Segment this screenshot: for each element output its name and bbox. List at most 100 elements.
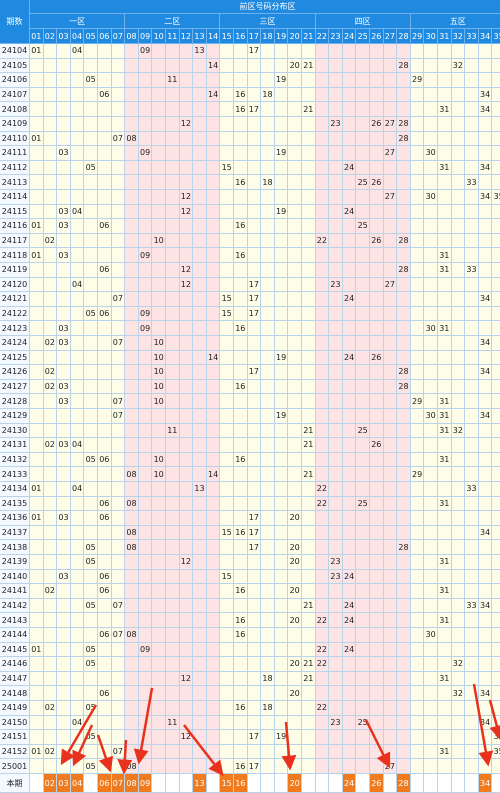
empty-cell — [288, 146, 302, 161]
empty-cell — [451, 131, 466, 147]
period-cell: 24145 — [0, 642, 30, 658]
empty-cell — [410, 306, 425, 322]
empty-cell — [370, 701, 384, 716]
current-number: 08 — [125, 774, 139, 793]
empty-cell — [84, 277, 98, 293]
empty-cell — [383, 744, 398, 760]
empty-cell — [274, 117, 289, 132]
empty-cell — [274, 233, 289, 249]
empty-cell — [179, 102, 194, 117]
empty-cell — [465, 160, 479, 176]
empty-cell — [424, 233, 438, 249]
number-cell: 11 — [166, 423, 180, 439]
empty-cell — [274, 686, 289, 701]
number-cell: 03 — [57, 569, 71, 585]
period-cell: 24139 — [0, 555, 30, 570]
empty-cell — [397, 438, 411, 453]
period-cell: 25001 — [0, 759, 30, 774]
empty-cell — [451, 321, 466, 336]
empty-cell — [478, 701, 493, 716]
empty-cell — [356, 759, 370, 774]
empty-cell — [329, 204, 343, 220]
empty-cell — [166, 87, 180, 103]
empty-cell — [166, 102, 180, 117]
empty-cell — [492, 613, 500, 628]
empty-cell — [193, 131, 207, 147]
empty-cell — [424, 336, 438, 351]
empty-cell — [410, 146, 425, 161]
empty-cell — [152, 73, 166, 88]
empty-cell — [397, 44, 411, 59]
empty-cell — [329, 87, 343, 103]
empty-cell — [125, 482, 139, 497]
empty-cell — [220, 628, 234, 643]
empty-cell — [30, 525, 44, 541]
empty-cell — [166, 730, 180, 745]
number-cell: 29 — [410, 394, 425, 409]
empty-cell — [70, 190, 85, 205]
empty-cell — [370, 511, 384, 526]
empty-cell — [152, 190, 166, 205]
empty-cell — [43, 730, 58, 745]
empty-cell — [397, 146, 411, 161]
empty-cell — [111, 423, 126, 439]
empty-cell — [84, 569, 98, 585]
empty-cell — [206, 438, 221, 453]
number-cell: 16 — [234, 248, 248, 263]
empty-cell — [492, 715, 500, 731]
empty-cell — [247, 336, 262, 351]
empty-cell — [261, 306, 275, 322]
empty-cell — [370, 409, 384, 424]
empty-cell — [342, 555, 357, 570]
empty-cell — [179, 482, 194, 497]
number-cell: 03 — [57, 204, 71, 220]
period-cell: 24134 — [0, 482, 30, 497]
empty-cell — [206, 73, 221, 88]
empty-cell — [451, 613, 466, 628]
empty-cell — [70, 117, 85, 132]
empty-cell — [288, 628, 302, 643]
empty-cell — [111, 482, 126, 497]
empty-cell — [424, 686, 438, 701]
number-cell: 21 — [302, 467, 316, 482]
empty-cell — [356, 555, 370, 570]
empty-cell — [370, 744, 384, 760]
empty-cell — [125, 117, 139, 132]
empty-cell — [220, 452, 234, 468]
empty-cell — [247, 642, 262, 658]
empty-cell — [383, 175, 398, 190]
number-cell: 20 — [288, 613, 302, 628]
empty-cell — [220, 350, 234, 366]
empty-cell — [261, 438, 275, 453]
number-header: 08 — [125, 29, 139, 44]
empty-cell — [274, 744, 289, 760]
empty-cell — [234, 467, 248, 482]
number-cell: 06 — [98, 569, 112, 585]
number-cell: 06 — [98, 87, 112, 103]
empty-cell — [98, 248, 112, 263]
empty-cell — [356, 44, 370, 59]
empty-cell — [138, 438, 153, 453]
empty-cell — [356, 190, 370, 205]
period-cell: 24117 — [0, 233, 30, 249]
empty-cell — [84, 219, 98, 234]
number-cell: 05 — [84, 657, 98, 672]
empty-cell — [220, 190, 234, 205]
empty-cell — [125, 394, 139, 409]
empty-cell — [315, 686, 330, 701]
empty-cell — [179, 613, 194, 628]
empty-cell — [152, 686, 166, 701]
empty-cell — [397, 701, 411, 716]
empty-cell — [451, 511, 466, 526]
number-cell: 06 — [98, 306, 112, 322]
empty-cell — [234, 730, 248, 745]
empty-cell — [111, 496, 126, 512]
empty-cell — [30, 598, 44, 614]
empty-cell — [370, 263, 384, 278]
empty-cell — [166, 321, 180, 336]
empty-cell — [356, 277, 370, 293]
empty-cell — [302, 350, 316, 366]
empty-cell — [98, 160, 112, 176]
number-cell: 19 — [274, 730, 289, 745]
empty-cell — [261, 292, 275, 307]
